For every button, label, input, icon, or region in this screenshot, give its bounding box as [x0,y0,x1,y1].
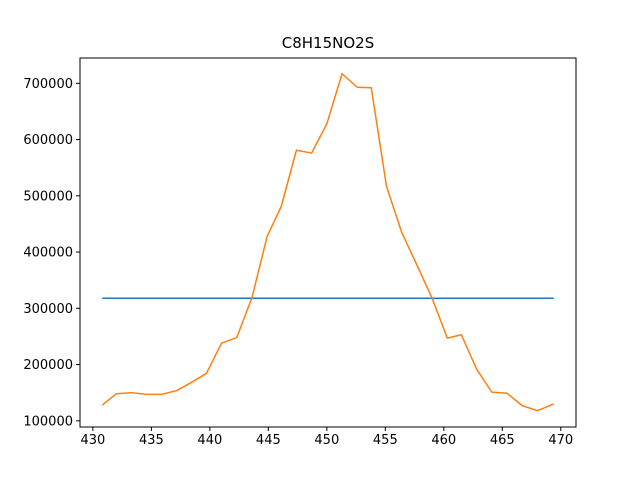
x-tick-label: 465 [490,433,515,448]
x-tick-label: 435 [139,433,164,448]
plot-frame [79,57,577,428]
x-tick-label: 440 [197,433,222,448]
x-tick-label: 470 [548,433,573,448]
series-line-2 [101,73,555,412]
y-axis: 100000 200000 300000 400000 500000 600000 7000… [23,77,80,429]
x-tick-label: 430 [80,433,105,448]
series-layer [101,73,555,412]
x-tick-label: 445 [256,433,281,448]
y-tick-label: 600000 [23,133,73,148]
x-tick-label: 460 [431,433,456,448]
y-tick-label: 400000 [23,246,73,261]
y-tick-label: 300000 [23,302,73,317]
y-tick-label: 500000 [23,189,73,204]
x-tick-label: 450 [314,433,339,448]
y-tick-label: 100000 [23,414,73,429]
y-tick-label: 700000 [23,77,73,92]
x-tick-label: 455 [373,433,398,448]
y-tick-label: 200000 [23,358,73,373]
x-axis: 430 435 440 445 450 455 460 465 470 [80,427,573,448]
chart-title: C8H15NO2S [282,34,374,52]
